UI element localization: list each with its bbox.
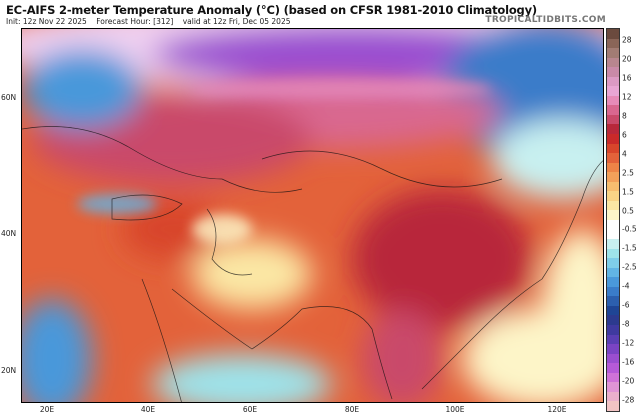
colorbar-label: 16: [622, 73, 632, 83]
colorbar-segment: [607, 277, 619, 287]
colorbar: [606, 28, 620, 412]
colorbar-label: 4: [622, 149, 627, 159]
lon-label: 80E: [344, 405, 360, 414]
colorbar-label: -28: [622, 395, 635, 405]
colorbar-segment: [607, 382, 619, 392]
colorbar-segment: [607, 258, 619, 268]
colorbar-segment: [607, 86, 619, 96]
colorbar-segment: [607, 353, 619, 364]
lon-label: 100E: [445, 405, 465, 414]
colorbar-segment: [607, 210, 619, 220]
colorbar-segment: [607, 315, 619, 325]
colorbar-segment: [607, 401, 619, 411]
lon-label: 60E: [242, 405, 258, 414]
colorbar-segment: [607, 363, 619, 373]
colorbar-segment: [607, 229, 619, 240]
colorbar-label: -1.5: [622, 243, 637, 253]
colorbar-label: 20: [622, 54, 632, 64]
colorbar-segment: [607, 57, 619, 68]
map-title: EC-AIFS 2-meter Temperature Anomaly (°C)…: [6, 3, 537, 17]
colorbar-segment: [607, 172, 619, 182]
colorbar-segment: [607, 191, 619, 201]
colorbar-segment: [607, 296, 619, 306]
valid-time: valid at 12z Fri, Dec 05 2025: [182, 17, 291, 26]
colorbar-segment: [607, 239, 619, 249]
colorbar-label: -16: [622, 357, 635, 367]
colorbar-segment: [607, 324, 619, 335]
colorbar-label: -6: [622, 300, 630, 310]
colorbar-label: 0.5: [622, 206, 634, 216]
colorbar-segment: [607, 344, 619, 354]
map-subtitle: Init: 12z Nov 22 2025 Forecast Hour: [31…: [6, 17, 297, 26]
colorbar-segment: [607, 286, 619, 297]
colorbar-label: 1.5: [622, 187, 634, 197]
colorbar-segment: [607, 162, 619, 173]
colorbar-label: 12: [622, 92, 632, 102]
colorbar-segment: [607, 95, 619, 106]
colorbar-segment: [607, 76, 619, 87]
brand-watermark: TROPICALTIDBITS.COM: [485, 15, 606, 25]
colorbar-segment: [607, 248, 619, 259]
colorbar-label: -12: [622, 338, 635, 348]
colorbar-label: 6: [622, 130, 627, 140]
lat-label: 60N: [1, 93, 17, 102]
lon-label: 40E: [140, 405, 156, 414]
colorbar-segment: [607, 181, 619, 192]
colorbar-label: 2.5: [622, 168, 634, 178]
colorbar-segment: [607, 143, 619, 154]
colorbar-segment: [607, 48, 619, 58]
lon-label: 20E: [39, 405, 55, 414]
colorbar-segment: [607, 305, 619, 316]
colorbar-segment: [607, 372, 619, 383]
coastlines: [22, 126, 603, 402]
anomaly-map: [21, 28, 604, 403]
colorbar-segment: [607, 134, 619, 144]
colorbar-segment: [607, 391, 619, 402]
colorbar-segment: [607, 334, 619, 345]
anomaly-field: [22, 29, 603, 402]
colorbar-segment: [607, 200, 619, 211]
colorbar-segment: [607, 267, 619, 278]
colorbar-label: -4: [622, 281, 630, 291]
colorbar-label: -2.5: [622, 262, 637, 272]
colorbar-label: -8: [622, 319, 630, 329]
colorbar-segment: [607, 124, 619, 135]
colorbar-segment: [607, 105, 619, 115]
colorbar-segment: [607, 67, 619, 77]
lat-label: 40N: [1, 229, 17, 238]
colorbar-label: -0.5: [622, 224, 637, 234]
colorbar-label: -20: [622, 376, 635, 386]
colorbar-segment: [607, 114, 619, 125]
colorbar-segment: [607, 153, 619, 163]
colorbar-label: 28: [622, 35, 632, 45]
colorbar-segment: [607, 219, 619, 230]
lat-label: 20N: [1, 366, 17, 375]
colorbar-segment: [607, 29, 619, 39]
init-time: Init: 12z Nov 22 2025: [6, 17, 87, 26]
lon-label: 120E: [547, 405, 567, 414]
forecast-hour: Forecast Hour: [312]: [96, 17, 174, 26]
colorbar-segment: [607, 38, 619, 49]
colorbar-label: 8: [622, 111, 627, 121]
